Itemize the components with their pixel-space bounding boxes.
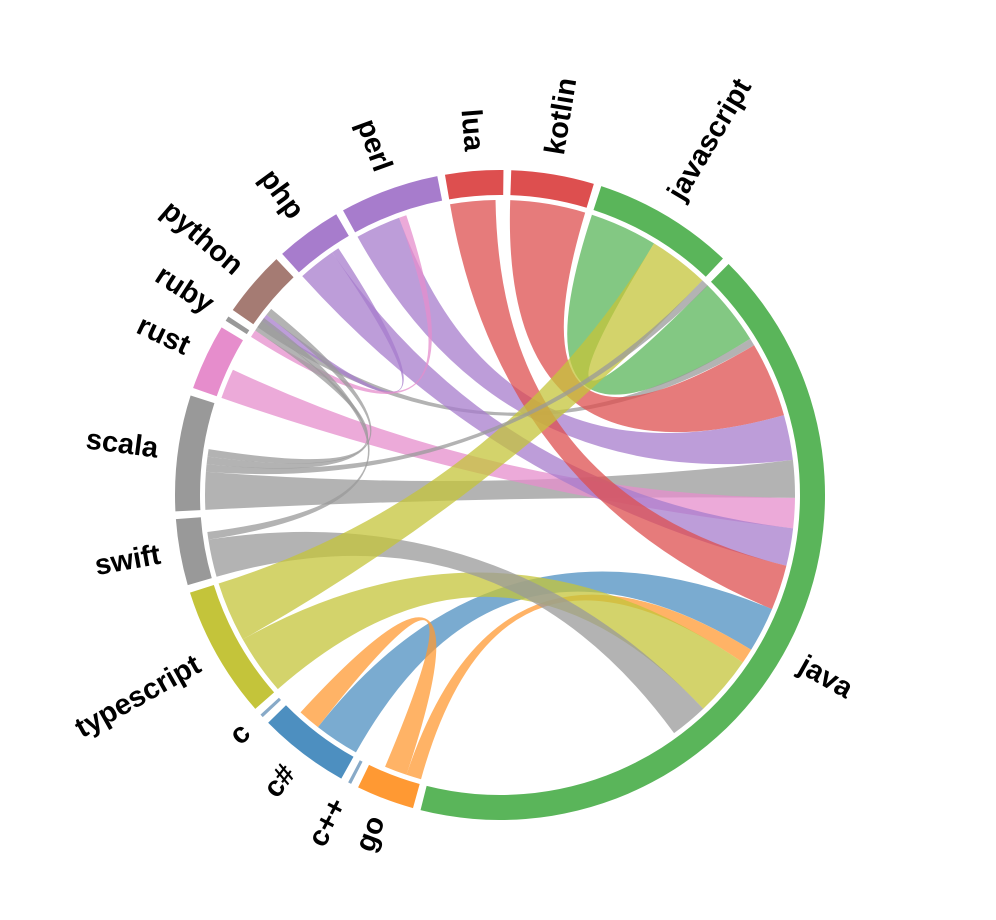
ribbon-java-perl <box>357 217 793 465</box>
label-go: go <box>349 812 391 856</box>
arc-swift <box>175 517 212 586</box>
label-c: c# <box>257 759 302 804</box>
label-java: java <box>792 649 859 706</box>
arc-ruby <box>225 316 250 335</box>
label-ruby: ruby <box>149 259 219 320</box>
label-swift: swift <box>92 539 163 582</box>
arc-lua <box>444 170 504 200</box>
ribbon-go-c <box>300 617 437 775</box>
arc-kotlin <box>510 170 594 208</box>
label-scala: scala <box>84 423 161 464</box>
arc-rust <box>193 327 243 397</box>
arc-typescript <box>189 585 275 709</box>
label-lua: lua <box>455 108 490 153</box>
ribbon-java-kotlin <box>509 200 784 433</box>
ribbon-java-php <box>302 252 794 566</box>
arc-c <box>260 697 281 718</box>
label-kotlin: kotlin <box>539 75 583 157</box>
ribbon-php-python <box>261 248 404 393</box>
ribbon-javascript-typescript <box>218 243 703 640</box>
label-rust: rust <box>132 310 195 362</box>
arc-scala <box>174 395 215 512</box>
arc-perl <box>343 176 443 233</box>
ribbon-java-typescript <box>242 572 743 709</box>
arcs-layer <box>174 170 826 821</box>
ribbon-java-swift <box>208 531 704 734</box>
arc-javascript <box>593 186 723 277</box>
ribbon-java-rust <box>221 369 795 529</box>
arc-php <box>282 214 349 273</box>
ribbon-ruby-scala <box>207 324 369 464</box>
ribbon-java-c <box>317 571 773 753</box>
label-javascript: javascript <box>661 73 758 207</box>
label-typescript: typescript <box>70 649 207 745</box>
arc-python <box>232 259 294 325</box>
label-php: php <box>253 163 310 225</box>
label-c: c++ <box>302 793 354 852</box>
ribbon-java-lua <box>450 200 787 610</box>
ribbon-java-javascript <box>567 214 751 395</box>
ribbons-layer <box>204 200 796 780</box>
arc-c <box>268 705 354 779</box>
arc-c <box>348 760 363 784</box>
arc-go <box>358 764 420 809</box>
label-c: c <box>223 717 257 751</box>
label-perl: perl <box>350 115 398 176</box>
